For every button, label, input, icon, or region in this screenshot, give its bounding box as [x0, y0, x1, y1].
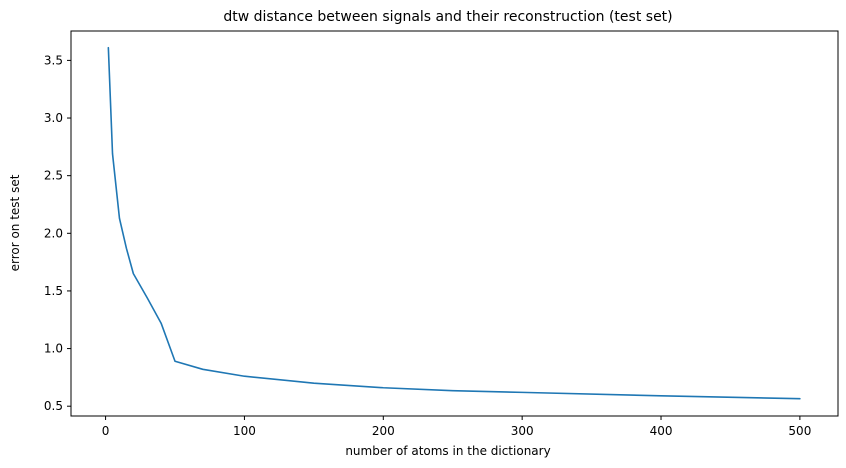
- x-tick-label: 500: [788, 424, 811, 438]
- x-axis-label: number of atoms in the dictionary: [345, 444, 550, 458]
- y-tick-label: 1.5: [44, 284, 63, 298]
- y-tick-label: 0.5: [44, 399, 63, 413]
- chart-title: dtw distance between signals and their r…: [223, 9, 672, 25]
- x-tick-label: 200: [372, 424, 395, 438]
- plot-frame: [70, 30, 839, 417]
- x-tick-label: 300: [511, 424, 534, 438]
- y-axis-label: error on test set: [8, 174, 22, 271]
- x-tick-label: 100: [233, 424, 256, 438]
- y-tick-label: 1.0: [44, 342, 63, 356]
- y-tick-label: 3.5: [44, 53, 63, 67]
- y-tick-label: 3.0: [44, 111, 63, 125]
- x-tick-label: 0: [102, 424, 110, 438]
- series-line: [107, 46, 801, 400]
- series-layer: [107, 46, 801, 400]
- x-tick-label: 400: [650, 424, 673, 438]
- y-tick-label: 2.0: [44, 226, 63, 240]
- axis-ticks: 0 100 200 300 400 500 0.5 1.0 1.5 2.0 2.5 3.0 3.5: [44, 53, 811, 438]
- y-tick-label: 2.5: [44, 169, 63, 183]
